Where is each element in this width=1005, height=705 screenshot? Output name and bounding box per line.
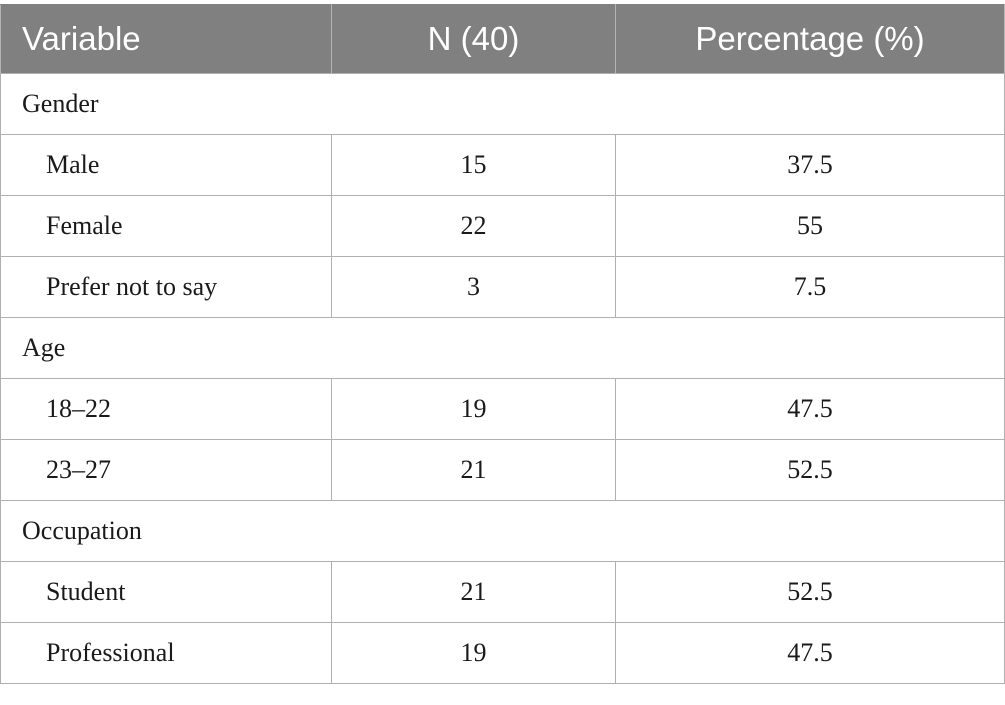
table-row: 23–27 21 52.5	[0, 439, 1005, 501]
table-body: Gender Male 15 37.5 Female 22 55 Prefer …	[0, 73, 1005, 684]
table-row: Male 15 37.5	[0, 134, 1005, 196]
demographics-table: Variable N (40) Percentage (%) Gender Ma…	[0, 4, 1005, 684]
table-header: Variable N (40) Percentage (%)	[0, 4, 1005, 74]
group-label: Gender	[0, 73, 1005, 135]
row-n: 3	[331, 256, 616, 318]
group-row-age: Age	[0, 317, 1005, 379]
group-label: Age	[0, 317, 1005, 379]
group-label: Occupation	[0, 500, 1005, 562]
table-row: Student 21 52.5	[0, 561, 1005, 623]
header-variable: Variable	[0, 4, 332, 74]
row-label: Prefer not to say	[0, 256, 332, 318]
row-n: 15	[331, 134, 616, 196]
row-label: 18–22	[0, 378, 332, 440]
row-label: Student	[0, 561, 332, 623]
row-percentage: 47.5	[615, 622, 1005, 684]
table-row: Female 22 55	[0, 195, 1005, 257]
row-percentage: 52.5	[615, 439, 1005, 501]
table-row: 18–22 19 47.5	[0, 378, 1005, 440]
row-label: 23–27	[0, 439, 332, 501]
row-n: 19	[331, 622, 616, 684]
header-n: N (40)	[331, 4, 616, 74]
table-row: Professional 19 47.5	[0, 622, 1005, 684]
row-percentage: 7.5	[615, 256, 1005, 318]
row-percentage: 37.5	[615, 134, 1005, 196]
row-n: 21	[331, 439, 616, 501]
row-label: Male	[0, 134, 332, 196]
row-percentage: 55	[615, 195, 1005, 257]
table-row: Prefer not to say 3 7.5	[0, 256, 1005, 318]
row-n: 21	[331, 561, 616, 623]
row-label: Female	[0, 195, 332, 257]
row-label: Professional	[0, 622, 332, 684]
header-row: Variable N (40) Percentage (%)	[0, 4, 1005, 74]
row-percentage: 47.5	[615, 378, 1005, 440]
row-n: 22	[331, 195, 616, 257]
row-n: 19	[331, 378, 616, 440]
header-percentage: Percentage (%)	[615, 4, 1005, 74]
group-row-occupation: Occupation	[0, 500, 1005, 562]
row-percentage: 52.5	[615, 561, 1005, 623]
group-row-gender: Gender	[0, 73, 1005, 135]
